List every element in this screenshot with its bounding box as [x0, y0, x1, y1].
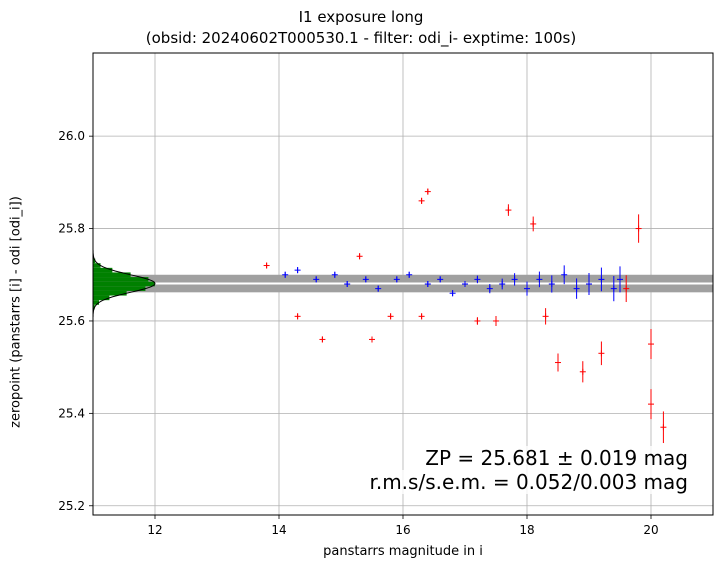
- y-tick-label: 25.8: [58, 222, 85, 236]
- rejected-point: [493, 315, 499, 326]
- histogram-bar: [93, 263, 101, 268]
- used-point: [511, 273, 518, 286]
- used-point: [499, 278, 506, 290]
- rejected-point: [263, 262, 270, 269]
- used-point: [462, 281, 468, 287]
- rejected-point: [530, 216, 537, 232]
- rejected-point: [294, 313, 301, 320]
- rejected-point: [319, 336, 326, 343]
- histogram-bar: [93, 258, 96, 264]
- used-point: [610, 276, 617, 302]
- used-point: [393, 276, 400, 283]
- used-point: [586, 273, 592, 295]
- rms-annotation: r.m.s/s.e.m. = 0.052/0.003 mag: [369, 470, 688, 494]
- used-point: [449, 290, 456, 297]
- used-point: [474, 275, 481, 284]
- used-point: [617, 266, 623, 293]
- used-point: [573, 278, 580, 299]
- used-point: [536, 271, 543, 288]
- rejected-point: [474, 317, 481, 325]
- chart-title: I1 exposure long: [298, 8, 424, 26]
- x-tick-label: 18: [519, 523, 534, 537]
- used-point: [486, 284, 493, 294]
- histogram-bar: [93, 286, 146, 291]
- histogram-bar: [93, 267, 113, 273]
- used-point: [424, 281, 431, 287]
- used-point: [331, 271, 338, 278]
- zeropoint-band: [93, 274, 713, 293]
- zp-annotation: ZP = 25.681 ± 0.019 mag: [425, 446, 688, 470]
- x-axis-label: panstarrs magnitude in i: [323, 544, 483, 559]
- used-point: [561, 265, 568, 285]
- used-point: [548, 275, 555, 293]
- histogram-bar: [93, 277, 149, 282]
- rejected-point: [623, 275, 630, 303]
- used-point: [598, 267, 605, 292]
- x-tick-label: 14: [271, 523, 286, 537]
- used-point: [437, 276, 444, 283]
- used-point: [313, 276, 320, 283]
- used-point: [282, 271, 289, 278]
- used-point: [294, 267, 301, 274]
- rejected-point: [598, 341, 605, 366]
- rejected-point: [635, 214, 642, 243]
- y-tick-labels: 25.2 25.4 25.6 25.8 26.0: [58, 129, 93, 513]
- used-point: [375, 285, 382, 292]
- rejected-point: [505, 204, 512, 216]
- y-tick-label: 26.0: [58, 129, 85, 143]
- used-point: [362, 276, 369, 283]
- series-rejected-stars: [263, 188, 667, 444]
- rejected-point: [369, 336, 375, 343]
- x-tick-label: 16: [395, 523, 410, 537]
- rejected-point: [418, 197, 425, 204]
- y-tick-label: 25.6: [58, 314, 85, 328]
- rejected-point: [424, 188, 431, 195]
- y-tick-label: 25.4: [58, 406, 85, 420]
- used-point: [524, 281, 530, 296]
- rejected-point: [387, 313, 394, 320]
- x-tick-labels: 12 14 16 18 20: [147, 515, 659, 537]
- rejected-point: [418, 313, 425, 320]
- series-used-stars: [282, 265, 623, 302]
- used-point: [406, 271, 413, 278]
- rejected-point: [579, 361, 586, 383]
- x-tick-label: 20: [643, 523, 658, 537]
- rejected-point: [542, 308, 549, 325]
- used-point: [344, 281, 351, 287]
- y-axis-label: zeropoint (panstarrs [i] - odi [odi_i]): [8, 196, 24, 428]
- rejected-point: [555, 353, 561, 372]
- x-tick-label: 12: [147, 523, 162, 537]
- y-tick-label: 25.2: [58, 499, 85, 513]
- histogram-bar: [93, 300, 100, 305]
- rejected-point: [356, 253, 363, 260]
- histogram-bar: [93, 304, 95, 310]
- rejected-point: [648, 329, 654, 360]
- histogram-bar: [93, 290, 127, 296]
- chart-subtitle: (obsid: 20240602T000530.1 - filter: odi_…: [145, 29, 577, 47]
- histogram-bar: [93, 281, 155, 287]
- rejected-point: [660, 411, 667, 444]
- rejected-point: [648, 389, 654, 420]
- histogram-bar: [93, 295, 110, 301]
- histogram-bar: [93, 272, 131, 278]
